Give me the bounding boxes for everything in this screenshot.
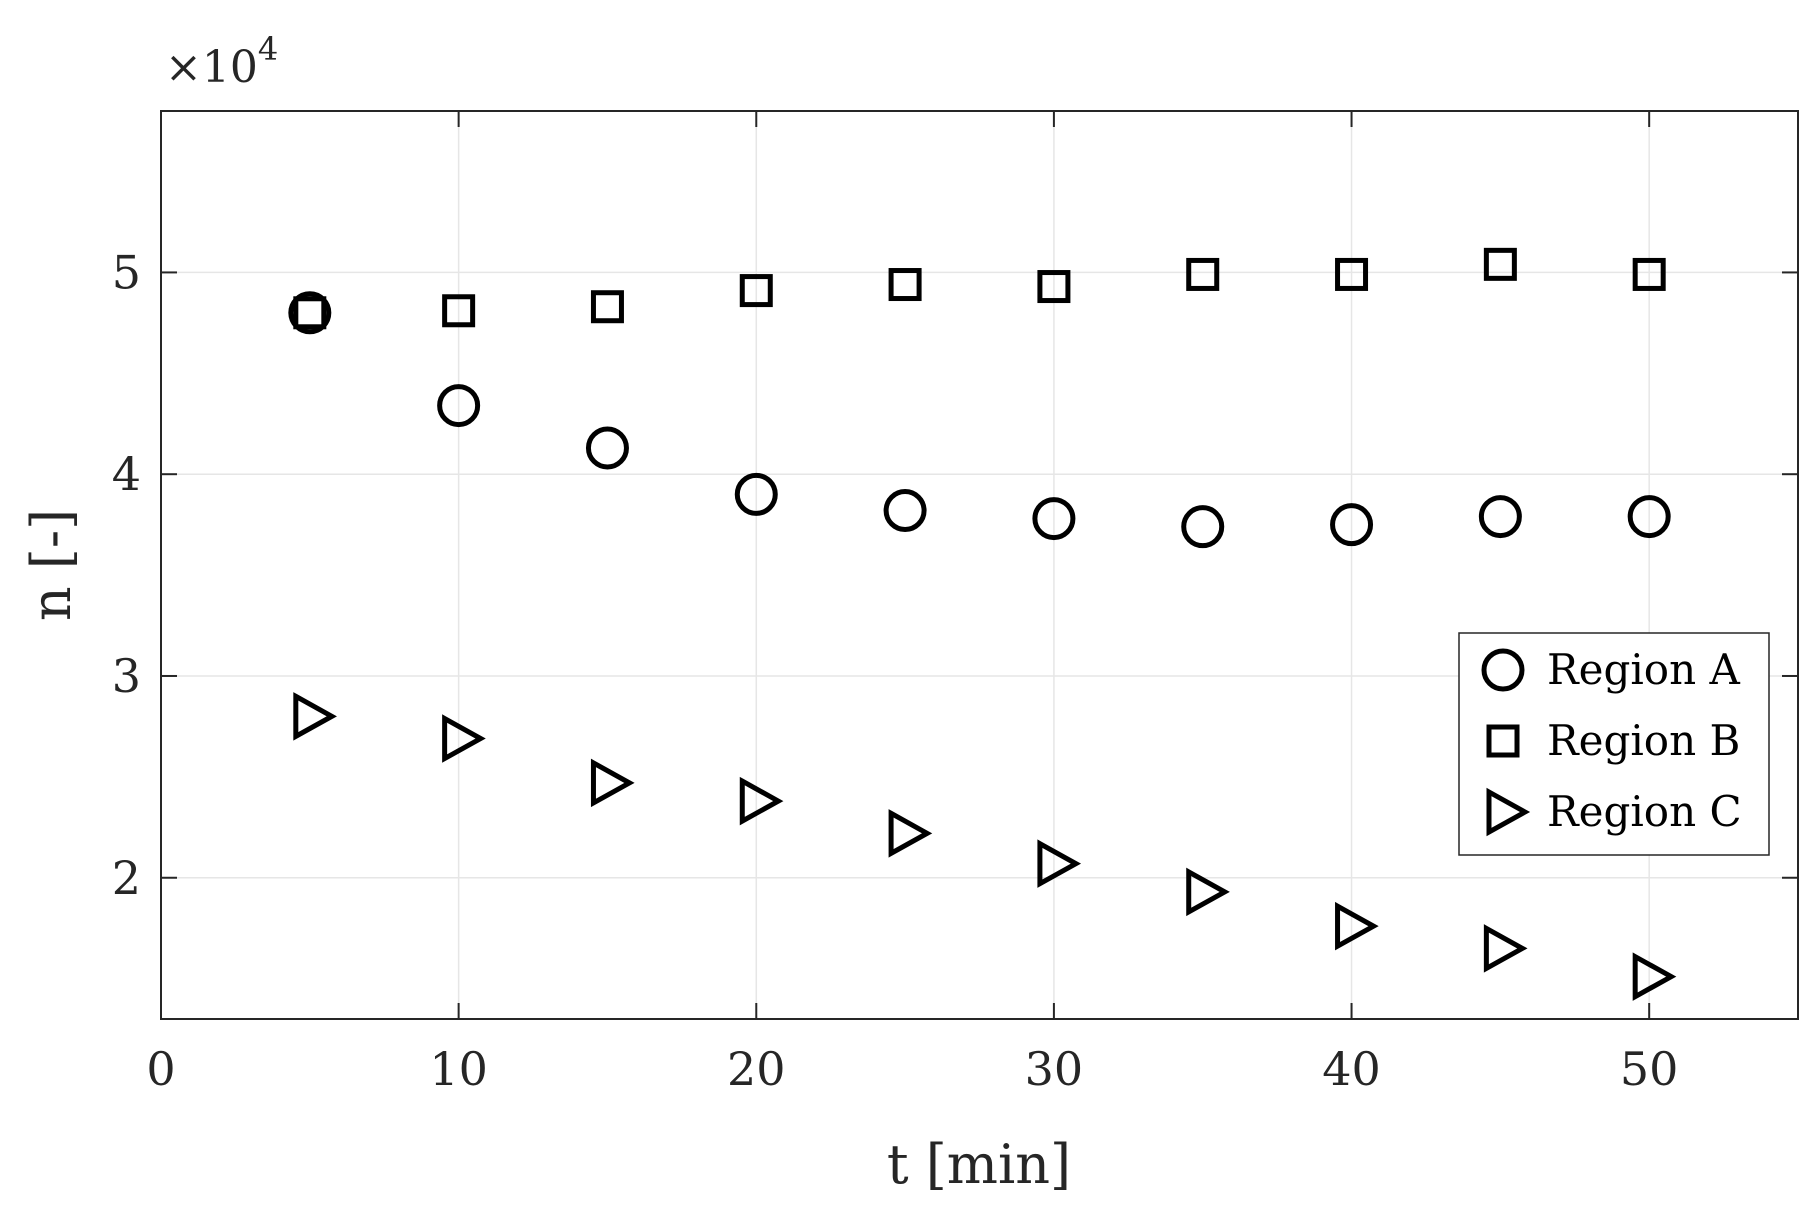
legend-label: Region C (1547, 787, 1742, 836)
data-point-circle (1330, 503, 1374, 547)
tick-labels: 0 10 20 30 40 50 2 3 4 5 (112, 245, 1679, 1096)
legend-label: Region A (1547, 645, 1740, 694)
x-tick-label: 20 (727, 1042, 786, 1096)
data-point-square (888, 268, 922, 302)
data-point-triangle-right (293, 692, 337, 741)
data-point-circle (288, 291, 332, 335)
data-point-square (590, 290, 624, 324)
data-point-triangle-right (590, 758, 635, 808)
legend-label: Region B (1547, 716, 1740, 765)
y-axis-exponent: ×104 (165, 30, 278, 93)
y-tick-label: 3 (112, 649, 141, 703)
data-point-square (1632, 257, 1666, 291)
data-point-circle (585, 426, 629, 470)
plot-area-frame (160, 110, 1799, 1020)
data-point-circle (1032, 497, 1076, 541)
x-axis-label: t [min] (887, 1133, 1071, 1196)
data-point-square (1037, 270, 1071, 304)
data-point-triangle-right (1186, 867, 1230, 917)
y-tick-label: 4 (112, 447, 141, 501)
data-point-circle (734, 472, 778, 516)
data-point-circle (1181, 505, 1225, 549)
y-axis-label: n [-] (20, 509, 83, 621)
data-point-triangle-right (1632, 952, 1677, 1001)
legend-marker-square (1486, 724, 1520, 758)
data-point-circle (1478, 495, 1522, 539)
data-point-circle (437, 384, 481, 428)
x-tick-label: 40 (1322, 1042, 1381, 1096)
data-point-square (739, 274, 773, 308)
data-point-square (442, 294, 476, 328)
legend: Region A Region B Region C (1458, 632, 1770, 856)
data-point-circle (883, 489, 927, 533)
x-tick-label: 10 (429, 1042, 488, 1096)
y-axis-exponent-power: 4 (258, 30, 278, 68)
data-point-square (1483, 247, 1517, 281)
legend-marker-circle (1481, 648, 1525, 692)
data-point-triangle-right (1483, 924, 1528, 973)
y-axis-exponent-base: ×10 (165, 42, 258, 93)
data-point-square (1335, 257, 1369, 291)
grid-lines (160, 111, 1798, 1019)
x-tick-label: 30 (1025, 1042, 1084, 1096)
x-tick-label: 0 (146, 1042, 175, 1096)
y-tick-label: 5 (112, 245, 141, 299)
legend-marker-triangle-right (1486, 787, 1531, 837)
data-point-square (293, 296, 327, 330)
data-point-triangle-right (442, 714, 486, 763)
data-point-square (1186, 257, 1220, 291)
y-tick-label: 2 (112, 851, 141, 905)
data-point-triangle-right (888, 809, 933, 858)
data-markers (288, 247, 1677, 1001)
data-point-triangle-right (1037, 839, 1082, 888)
data-point-triangle-right (1335, 901, 1379, 951)
data-point-circle (1627, 495, 1671, 539)
axis-ticks (160, 111, 1798, 1019)
x-tick-label: 50 (1620, 1042, 1679, 1096)
data-point-triangle-right (739, 776, 784, 826)
